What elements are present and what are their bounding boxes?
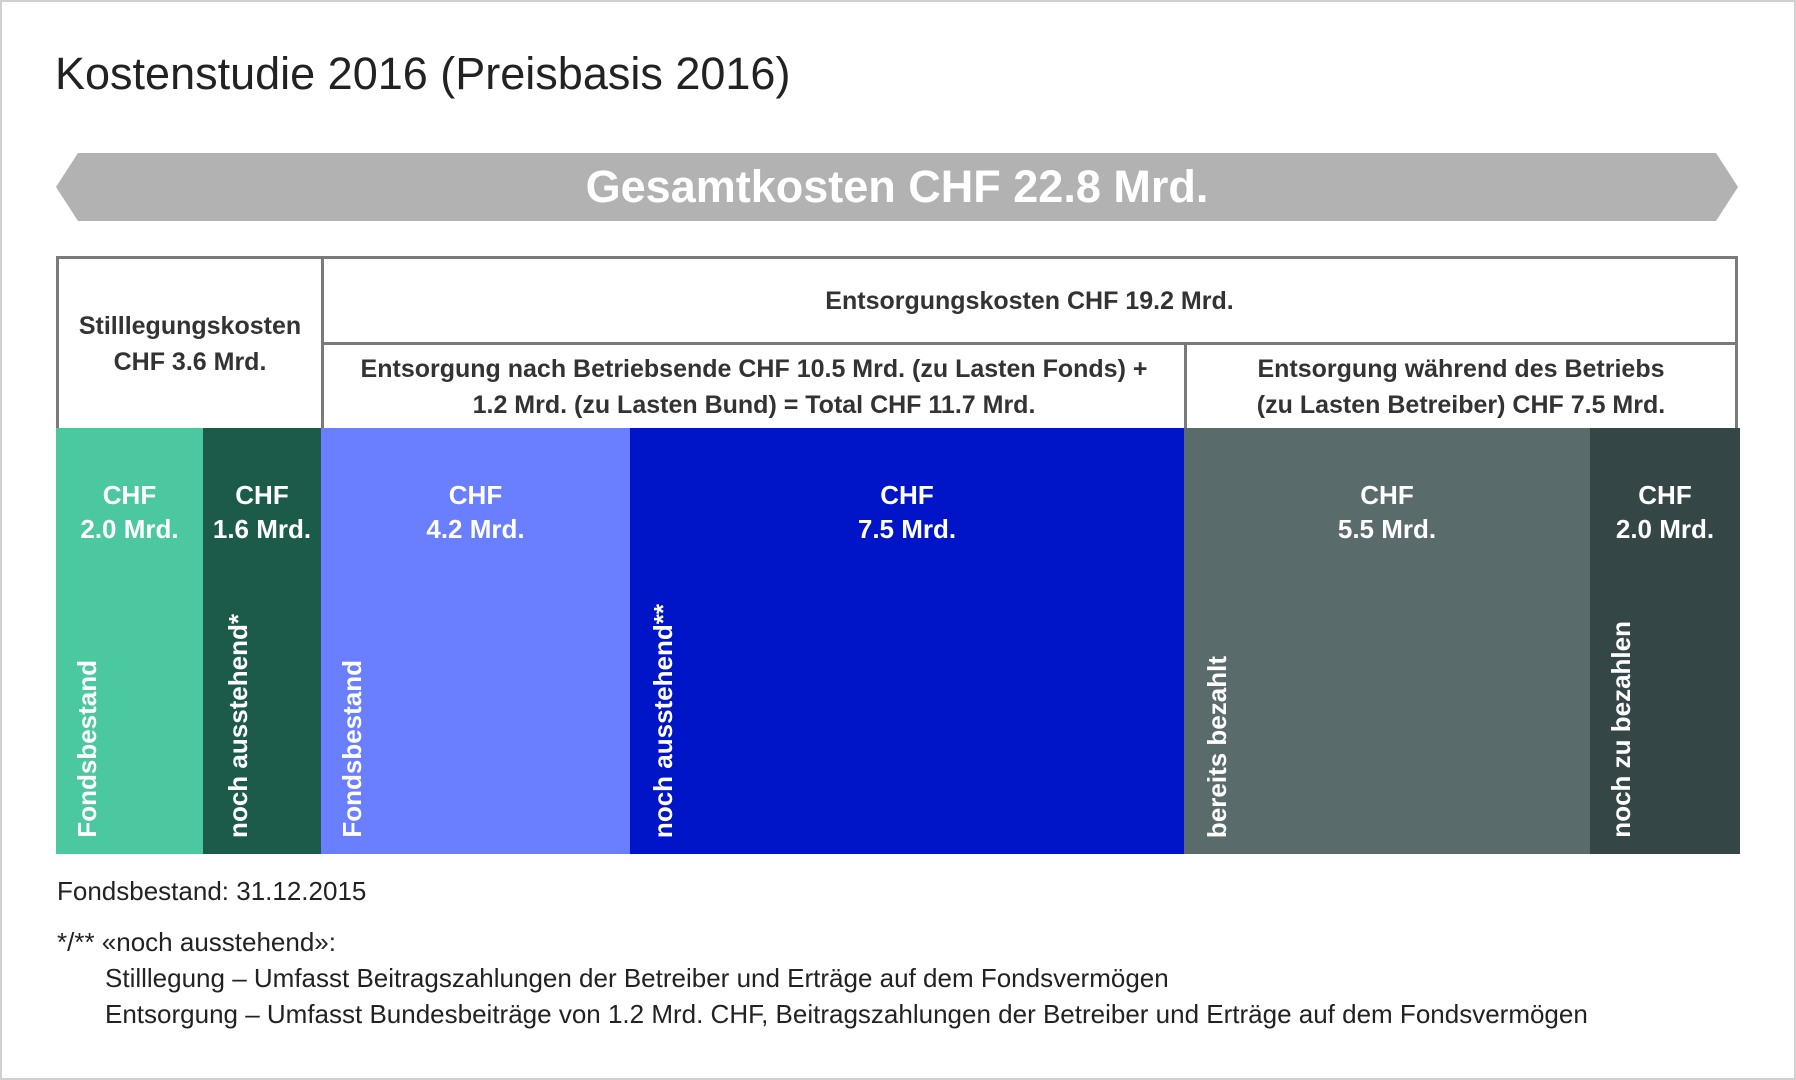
amount-value: 5.5 Mrd. [1337,514,1437,544]
amount-currency: CHF [1360,480,1414,510]
amount-currency: CHF [1638,480,1692,510]
segment-label: noch zu bezahlen [1606,621,1636,838]
amount-currency: CHF [235,480,289,510]
header-waehrend-betrieb-line1: Entsorgung während des Betriebs [1257,354,1665,383]
segment-label: noch ausstehend** [648,603,678,838]
note-fondsbestand-date: Fondsbestand: 31.12.2015 [57,876,367,906]
segment-amount: CHF 7.5 Mrd. [630,478,1184,546]
amount-value: 2.0 Mrd. [80,514,179,544]
segment-label: Fondsbestand [72,660,102,838]
page-title: Kostenstudie 2016 (Preisbasis 2016) [55,48,791,99]
segment-amount: CHF 2.0 Mrd. [56,478,203,546]
banner-text: Gesamtkosten CHF 22.8 Mrd. [585,161,1209,212]
segment-label: bereits bezahlt [1202,655,1232,838]
amount-currency: CHF [880,480,934,510]
header-nach-betriebsende-line2: 1.2 Mrd. (zu Lasten Bund) = Total CHF 11… [472,390,1036,419]
header-entsorgung-nach-betriebsende: Entsorgung nach Betriebsende CHF 10.5 Mr… [321,342,1187,431]
header-stilllegung-line2: CHF 3.6 Mrd. [113,347,267,376]
segment-amount: CHF 2.0 Mrd. [1590,478,1740,546]
header-entsorgungskosten: Entsorgungskosten CHF 19.2 Mrd. [321,256,1738,345]
amount-currency: CHF [102,480,157,510]
note-entsorgung: Entsorgung – Umfasst Bundesbeiträge von … [105,999,1588,1029]
segment-amount: CHF 4.2 Mrd. [321,478,630,546]
header-entsorgung-waehrend-betrieb: Entsorgung während des Betriebs (zu Last… [1184,342,1738,431]
segment-betrieb-zu-bezahlen: CHF 2.0 Mrd. noch zu bezahlen [1590,428,1740,854]
banner-arrow-shape [56,153,1738,221]
header-waehrend-betrieb-line2: (zu Lasten Betreiber) CHF 7.5 Mrd. [1256,390,1666,419]
amount-value: 1.6 Mrd. [212,514,312,544]
header-entsorgung-text: Entsorgungskosten CHF 19.2 Mrd. [825,286,1234,315]
segment-stilllegung-ausstehend: CHF 1.6 Mrd. noch ausstehend* [203,428,321,854]
header-stilllegung-line1: Stilllegungskosten [78,311,302,340]
segment-betrieb-bezahlt: CHF 5.5 Mrd. bereits bezahlt [1184,428,1590,854]
note-stilllegung: Stilllegung – Umfasst Beitragszahlungen … [105,963,1169,993]
segment-entsorgung-ausstehend: CHF 7.5 Mrd. noch ausstehend** [630,428,1184,854]
segment-amount: CHF 5.5 Mrd. [1184,478,1590,546]
header-nach-betriebsende-line1: Entsorgung nach Betriebsende CHF 10.5 Mr… [360,354,1148,383]
segment-amount: CHF 1.6 Mrd. [203,478,321,546]
amount-value: 7.5 Mrd. [857,514,957,544]
segment-stilllegung-fondsbestand: CHF 2.0 Mrd. Fondsbestand [56,428,203,854]
segment-entsorgung-fondsbestand: CHF 4.2 Mrd. Fondsbestand [321,428,630,854]
amount-value: 2.0 Mrd. [1615,514,1715,544]
note-heading: */** «noch ausstehend»: [57,927,336,957]
header-stilllegungskosten: Stilllegungskosten CHF 3.6 Mrd. [56,256,324,431]
total-cost-banner: Gesamtkosten CHF 22.8 Mrd. [56,153,1738,221]
segment-label: Fondsbestand [337,660,367,838]
amount-currency: CHF [448,480,503,510]
segment-label: noch ausstehend* [223,614,253,838]
amount-value: 4.2 Mrd. [426,514,525,544]
